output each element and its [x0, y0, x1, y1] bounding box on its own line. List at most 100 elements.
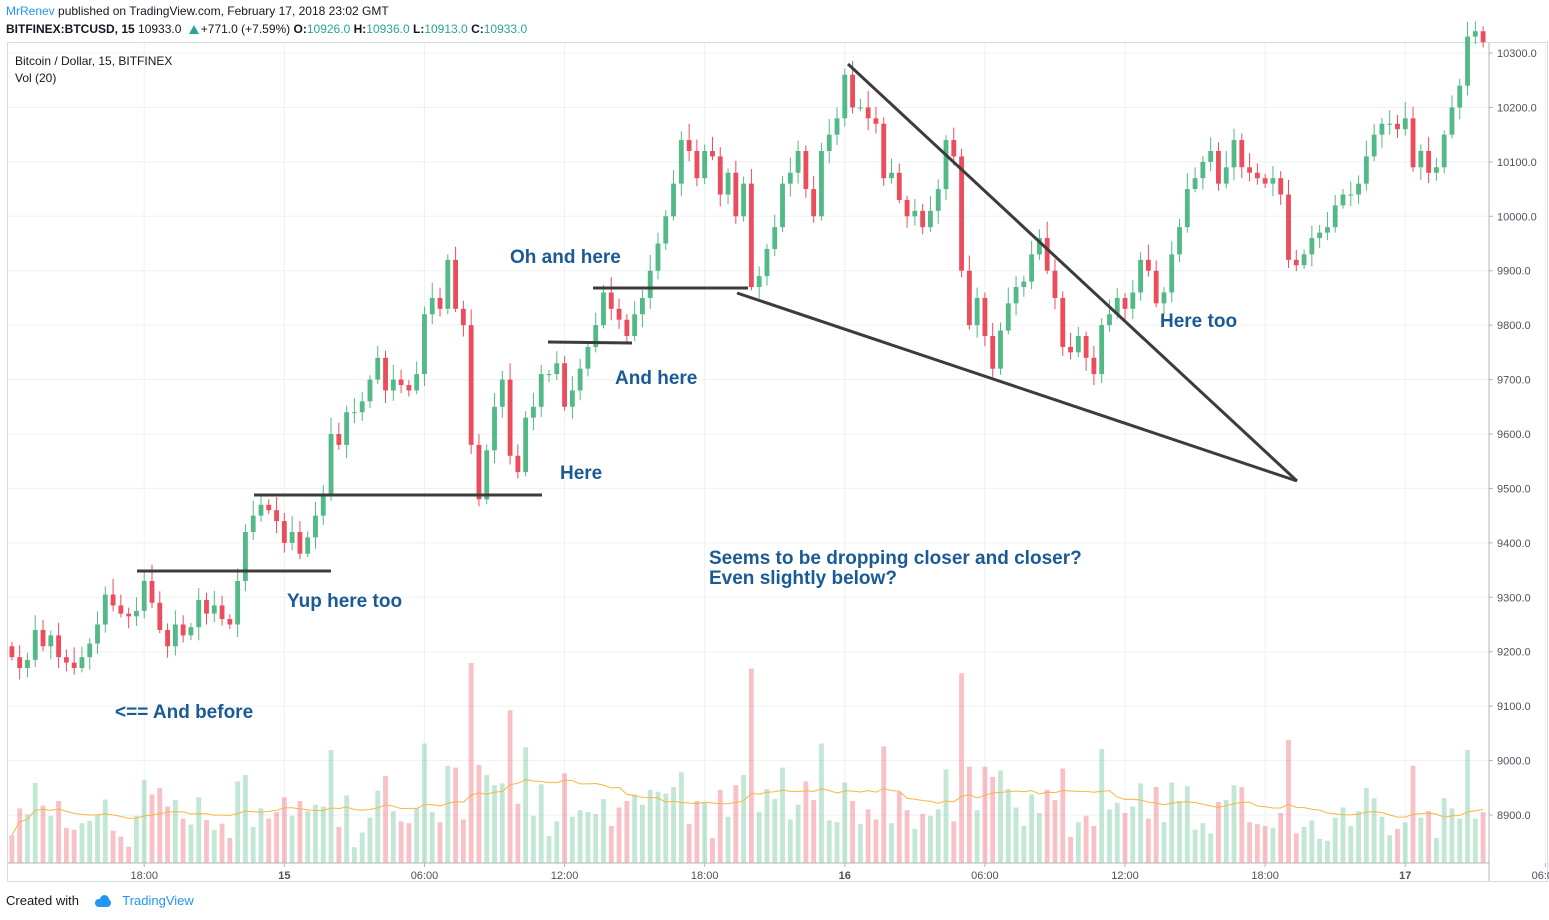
candle-body — [48, 635, 54, 647]
volume-bar — [1231, 785, 1237, 863]
candle-body — [1177, 227, 1182, 255]
y-tick-label: 9300.0 — [1497, 592, 1531, 604]
volume-bar — [87, 820, 93, 863]
volume-bar — [640, 804, 645, 863]
candle-body — [1075, 336, 1081, 353]
volume-bar — [632, 794, 638, 863]
candle-body — [32, 629, 38, 660]
volume-bar — [437, 822, 443, 863]
candle-body — [1138, 259, 1144, 293]
y-tick-label: 8900.0 — [1497, 810, 1531, 822]
candle-body — [889, 172, 894, 179]
candle-body — [1270, 178, 1276, 184]
candle-body — [803, 150, 809, 190]
candle-body — [1239, 140, 1245, 168]
volume-bar — [748, 668, 754, 863]
candle-body — [748, 183, 754, 288]
volume-bar — [250, 826, 256, 863]
candle-body — [1309, 238, 1315, 255]
volume-bar — [1286, 739, 1291, 863]
candle-body — [344, 412, 350, 445]
volume-bar — [686, 824, 692, 863]
candle-body — [608, 292, 614, 309]
x-tick-label: 06:00 — [411, 870, 439, 882]
y-tick-label: 9800.0 — [1497, 320, 1531, 332]
candle-body — [157, 602, 163, 630]
volume-bar — [562, 773, 567, 863]
candle-body — [1192, 178, 1198, 190]
candle-body — [25, 659, 30, 669]
volume-bar — [375, 790, 381, 863]
tradingview-brand-link[interactable]: TradingView — [122, 893, 194, 908]
volume-bar — [219, 823, 225, 863]
candle-body — [780, 183, 785, 228]
tradingview-logo-icon — [93, 895, 113, 907]
volume-bar — [313, 804, 318, 863]
volume-bar — [9, 835, 15, 863]
candle-body — [1278, 178, 1284, 195]
volume-bar — [803, 781, 809, 863]
candle-body — [974, 297, 980, 326]
x-tick-label: 18:00 — [130, 870, 158, 882]
candle-body — [756, 276, 762, 288]
candle-body — [601, 292, 606, 326]
candle-body — [741, 183, 747, 217]
candle-body — [881, 123, 887, 179]
volume-bar — [1426, 811, 1432, 863]
candle-body — [445, 259, 451, 309]
volume-bar — [499, 783, 505, 863]
open-label: O: — [293, 22, 307, 36]
candle-body — [624, 319, 630, 337]
volume-bar — [1402, 822, 1408, 863]
candle-body — [313, 515, 318, 538]
high-label: H: — [353, 22, 367, 36]
low-value: 10913.0 — [424, 22, 468, 36]
wedge-lower-line — [736, 291, 1298, 483]
volume-bar — [1371, 798, 1377, 863]
volume-bar — [920, 813, 926, 863]
candle-body — [515, 455, 521, 473]
publish-info: MrRenev published on TradingView.com, Fe… — [6, 4, 389, 18]
symbol-name[interactable]: BITFINEX:BTCUSD, 15 — [6, 22, 135, 36]
volume-bar — [1060, 768, 1066, 863]
volume-bar — [172, 800, 178, 863]
volume-bar — [780, 767, 785, 863]
volume-bar — [406, 823, 412, 863]
volume-bar — [460, 819, 466, 863]
annotation-yup-here-too: Yup here too — [287, 591, 402, 612]
candle-body — [180, 624, 186, 636]
volume-bar — [258, 808, 264, 863]
up-arrow-icon — [188, 25, 199, 34]
volume-bar — [149, 794, 155, 863]
candle-body — [1293, 259, 1299, 266]
candle-body — [9, 646, 15, 658]
candle-body — [17, 657, 23, 669]
candle-body — [453, 259, 459, 309]
volume-bar — [235, 781, 241, 863]
candle-body — [1169, 254, 1175, 293]
volume-bar — [733, 785, 739, 863]
volume-bar — [1363, 788, 1369, 863]
y-tick-label: 9400.0 — [1497, 538, 1531, 550]
volume-bar — [383, 775, 388, 863]
volume-indicator-label: Vol (20) — [15, 71, 56, 85]
close-value: 10933.0 — [483, 22, 528, 36]
author-link[interactable]: MrRenev — [6, 4, 55, 18]
candle-body — [1068, 346, 1073, 353]
annotation-and-here: And here — [615, 368, 697, 389]
volume-bar — [1387, 835, 1393, 863]
volume-bar — [531, 815, 536, 863]
volume-bar — [398, 821, 404, 863]
volume-bar — [1161, 822, 1167, 863]
candle-body — [460, 308, 466, 326]
candle-body — [351, 412, 357, 414]
candle-body — [165, 629, 170, 647]
candle-body — [928, 210, 933, 228]
candle-body — [546, 374, 552, 376]
volume-bar — [569, 816, 575, 863]
candle-body — [904, 199, 910, 217]
x-tick-label: 06:00 — [1532, 870, 1549, 882]
volume-bar — [305, 811, 311, 863]
volume-bar — [126, 846, 132, 863]
